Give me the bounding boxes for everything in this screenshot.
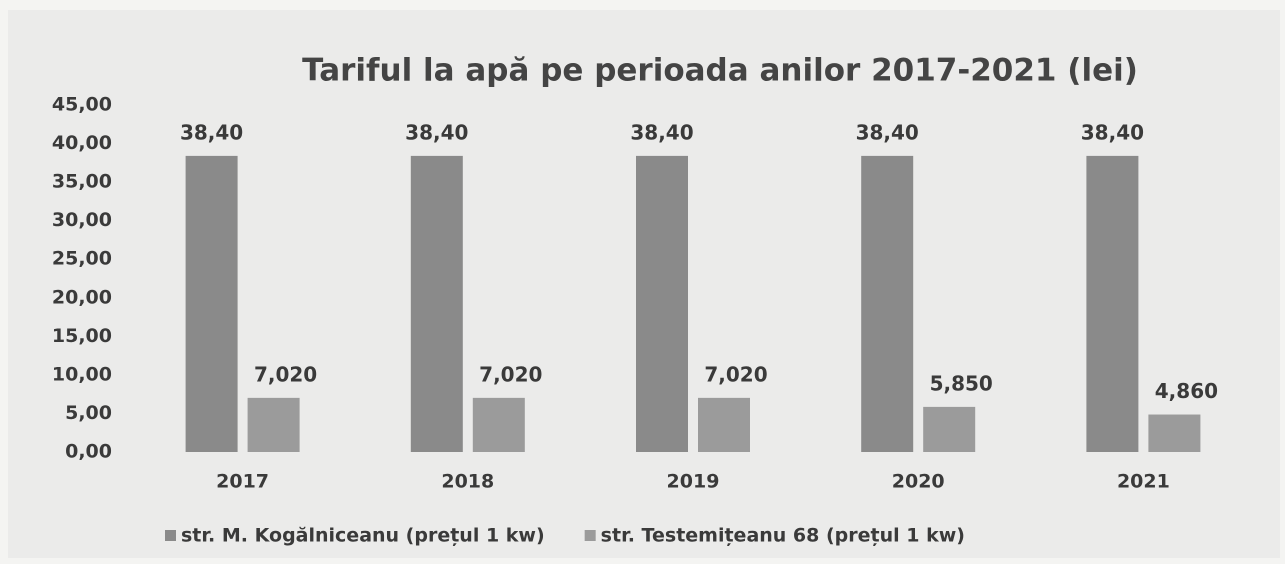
bar — [636, 155, 688, 453]
y-tick-label: 35,00 — [52, 171, 112, 193]
y-tick-label: 0,00 — [65, 441, 112, 463]
legend-swatch — [584, 530, 596, 541]
y-tick-label: 10,00 — [52, 363, 112, 385]
data-label: 38,40 — [180, 120, 243, 144]
y-tick-label: 5,00 — [65, 402, 112, 424]
bar — [1086, 155, 1139, 453]
chart-title: Tariful la apă pe perioada anilor 2017-2… — [302, 53, 1138, 89]
y-tick-label: 20,00 — [52, 286, 112, 308]
legend-label: str. M. Kogălniceanu (prețul 1 kw) — [181, 525, 545, 547]
bar — [861, 155, 914, 453]
data-label: 38,40 — [1081, 120, 1144, 144]
bar — [472, 397, 525, 452]
data-label: 38,40 — [630, 120, 693, 144]
legend-swatch — [165, 530, 176, 541]
y-tick-label: 45,00 — [52, 94, 112, 116]
legend-label: str. Testemițeanu 68 (prețul 1 kw) — [601, 525, 965, 547]
bar — [247, 397, 300, 452]
y-tick-label: 15,00 — [52, 325, 112, 347]
data-label: 4,860 — [1155, 379, 1218, 403]
data-label: 7,020 — [479, 362, 542, 386]
bar — [1148, 414, 1201, 452]
x-tick-label: 2021 — [1117, 471, 1170, 493]
data-label: 7,020 — [704, 362, 767, 386]
x-tick-label: 2019 — [667, 471, 720, 493]
x-tick-label: 2017 — [216, 471, 269, 493]
x-tick-label: 2018 — [441, 471, 494, 493]
bar — [923, 406, 976, 452]
bar — [698, 397, 750, 452]
data-label: 38,40 — [405, 120, 468, 144]
y-tick-label: 25,00 — [52, 248, 112, 270]
data-label: 38,40 — [856, 120, 919, 144]
bar — [410, 155, 463, 453]
y-tick-label: 40,00 — [52, 132, 112, 154]
x-tick-label: 2020 — [892, 471, 945, 493]
data-label: 7,020 — [254, 362, 317, 386]
bar — [185, 155, 238, 453]
y-tick-label: 30,00 — [52, 209, 112, 231]
data-label: 5,850 — [930, 371, 993, 395]
